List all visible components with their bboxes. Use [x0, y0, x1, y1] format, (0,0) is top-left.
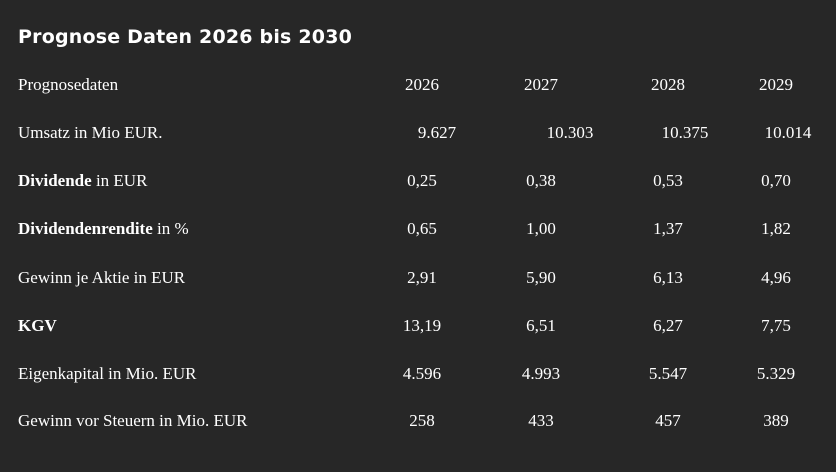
page-title: Prognose Daten 2026 bis 2030 [18, 26, 353, 48]
table-cell: 5,90 [526, 268, 556, 287]
table-row-gewinn-vor-steuern: Gewinn vor Steuern in Mio. EUR 258 433 4… [0, 406, 836, 436]
table-row-gewinn-je-aktie: Gewinn je Aktie in EUR 2,91 5,90 6,13 4,… [0, 263, 836, 293]
table-row-dividende: Dividende in EUR 0,25 0,38 0,53 0,70 [0, 166, 836, 196]
table-row-eigenkapital: Eigenkapital in Mio. EUR 4.596 4.993 5.5… [0, 359, 836, 389]
table-cell: 0,25 [407, 171, 437, 190]
table-cell: 10.303 [546, 123, 594, 142]
table-row-dividendenrendite: Dividendenrendite in % 0,65 1,00 1,37 1,… [0, 214, 836, 244]
table-cell: 10.014 [764, 123, 812, 142]
table-cell: 6,27 [653, 316, 683, 335]
table-cell: 0,70 [761, 171, 791, 190]
table-cell: 6,13 [653, 268, 683, 287]
table-cell: 5.547 [648, 364, 688, 383]
table-cell: 4,96 [761, 268, 791, 287]
table-cell: 2,91 [407, 268, 437, 287]
table-cell: 13,19 [402, 316, 442, 335]
header-year: 2027 [524, 75, 558, 94]
table-cell: 5.329 [756, 364, 796, 383]
header-year: 2026 [405, 75, 439, 94]
row-label: Gewinn vor Steuern in Mio. EUR [18, 411, 248, 430]
header-label: Prognosedaten [18, 75, 119, 94]
table-cell: 4.993 [521, 364, 561, 383]
table-cell: 389 [763, 411, 789, 430]
row-label: Umsatz in Mio EUR. [18, 123, 163, 142]
row-label: Dividende in EUR [18, 171, 148, 190]
table-cell: 1,00 [526, 219, 556, 238]
header-year: 2028 [651, 75, 685, 94]
table-cell: 9.627 [417, 123, 457, 142]
header-year: 2029 [759, 75, 793, 94]
table-cell: 258 [409, 411, 435, 430]
row-label: Dividendenrendite in % [18, 219, 189, 238]
table-cell: 0,38 [526, 171, 556, 190]
table-cell: 10.375 [661, 123, 709, 142]
table-cell: 7,75 [761, 316, 791, 335]
table-cell: 433 [528, 411, 554, 430]
table-row-umsatz: Umsatz in Mio EUR. 9.627 10.303 10.375 1… [0, 118, 836, 148]
table-cell: 457 [655, 411, 681, 430]
table-cell: 4.596 [402, 364, 442, 383]
row-label: Eigenkapital in Mio. EUR [18, 364, 197, 383]
table-cell: 1,82 [761, 219, 791, 238]
table-header-row: Prognosedaten 2026 2027 2028 2029 [0, 70, 836, 100]
row-label: KGV [18, 316, 57, 335]
table-cell: 6,51 [526, 316, 556, 335]
table-cell: 1,37 [653, 219, 683, 238]
row-label: Gewinn je Aktie in EUR [18, 268, 186, 287]
table-cell: 0,53 [653, 171, 683, 190]
table-cell: 0,65 [407, 219, 437, 238]
table-row-kgv: KGV 13,19 6,51 6,27 7,75 [0, 311, 836, 341]
